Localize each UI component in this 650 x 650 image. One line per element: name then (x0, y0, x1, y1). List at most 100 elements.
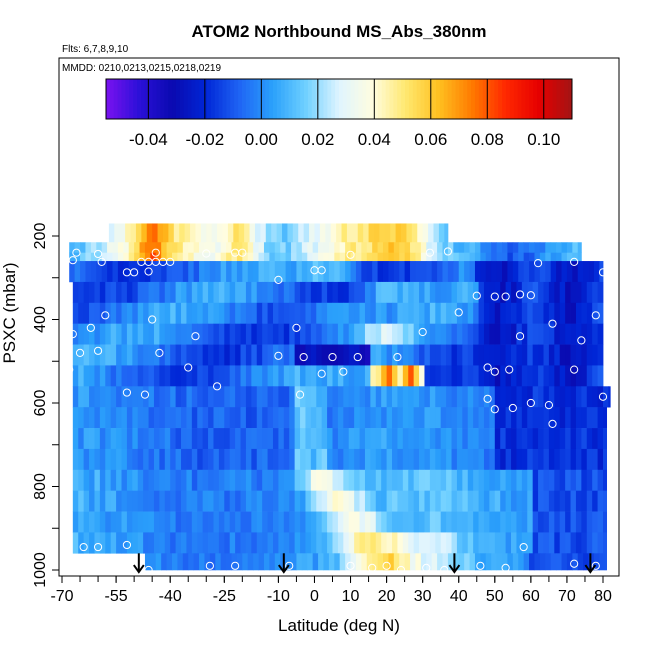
heatmap-cell (116, 365, 122, 387)
heatmap-cell (110, 428, 117, 450)
heatmap-cell (399, 553, 406, 571)
heatmap-cell (159, 511, 166, 533)
heatmap-cell (339, 242, 346, 253)
heatmap-cell (316, 428, 323, 450)
heatmap-cell (375, 490, 382, 512)
heatmap-cell (256, 281, 263, 304)
heatmap-cell (462, 448, 469, 471)
heatmap-cell (337, 407, 344, 429)
heatmap-cell (305, 469, 312, 491)
heatmap-cell (408, 428, 415, 450)
heatmap-cell (116, 344, 122, 366)
heatmap-cell (538, 323, 544, 345)
heatmap-cell (170, 302, 177, 324)
heatmap-cell (359, 302, 366, 324)
heatmap-cell (420, 261, 427, 283)
heatmap-cell (494, 448, 501, 471)
heatmap-cell (534, 242, 541, 253)
heatmap-cell (366, 553, 373, 571)
heatmap-cell (300, 490, 306, 512)
heatmap-cell (392, 302, 398, 324)
heatmap-cell (592, 323, 598, 345)
heatmap-cell (402, 323, 409, 345)
heatmap-cell (139, 252, 146, 262)
heatmap-cell (99, 511, 106, 533)
heatmap-cell (337, 511, 344, 533)
heatmap-cell (467, 302, 474, 324)
heatmap-cell (336, 223, 342, 243)
observation-point (353, 352, 362, 362)
observation-point (68, 330, 77, 339)
heatmap-cell (440, 323, 447, 345)
heatmap-cell (548, 407, 555, 429)
heatmap-cell (442, 261, 449, 283)
heatmap-cell (134, 252, 140, 262)
heatmap-cell (110, 448, 117, 471)
heatmap-cell (384, 223, 391, 243)
heatmap-cell (229, 386, 236, 408)
heatmap-cell (586, 281, 593, 304)
heatmap-cell (272, 448, 279, 471)
heatmap-cell (446, 281, 452, 304)
heatmap-cell (78, 407, 85, 429)
heatmap-cell (294, 365, 301, 387)
heatmap-cell (592, 469, 598, 491)
heatmap-cell (229, 511, 236, 533)
heatmap-cell (386, 281, 393, 304)
heatmap-cell (132, 344, 139, 366)
heatmap-cell (305, 386, 312, 408)
heatmap-cell (359, 407, 366, 429)
colorbar-segment (412, 79, 418, 119)
heatmap-cell (312, 261, 319, 283)
heatmap-cell (364, 532, 371, 554)
heatmap-cell (153, 365, 160, 387)
heatmap-cell (467, 469, 474, 491)
heatmap-cell (397, 302, 404, 324)
heatmap-cell (451, 386, 458, 408)
heatmap-cell (343, 448, 350, 471)
heatmap-cell (236, 242, 243, 253)
heatmap-cell (393, 553, 400, 571)
heatmap-cell (597, 386, 604, 408)
heatmap-cell (343, 323, 350, 345)
heatmap-cell (218, 386, 225, 408)
colorbar-segment (214, 79, 220, 119)
heatmap-cell (502, 242, 508, 253)
heatmap-cell (269, 242, 276, 253)
heatmap-cell (251, 365, 258, 387)
heatmap-cell (575, 281, 582, 304)
heatmap-cell (327, 448, 333, 471)
heatmap-cell (224, 532, 231, 554)
heatmap-cell (126, 302, 133, 324)
heatmap-cell (289, 407, 296, 429)
heatmap-cell (278, 448, 285, 471)
heatmap-cell (105, 281, 112, 304)
heatmap-cell (511, 386, 517, 408)
heatmap-cell (559, 407, 566, 429)
heatmap-cell (321, 344, 328, 366)
heatmap-cell (359, 532, 366, 554)
heatmap-cell (539, 553, 546, 571)
heatmap-cell (80, 242, 86, 253)
heatmap-cell (337, 532, 344, 554)
heatmap-cell (177, 252, 184, 262)
heatmap-cell (512, 242, 519, 253)
heatmap-cell (424, 386, 431, 408)
heatmap-cell (343, 469, 350, 491)
heatmap-cell (316, 407, 323, 429)
heatmap-cell (291, 252, 297, 262)
colorbar-segment (183, 79, 189, 119)
heatmap-cell (280, 252, 287, 262)
heatmap-cell (505, 428, 512, 450)
heatmap-cell (332, 490, 339, 512)
heatmap-cell (550, 242, 557, 253)
observation-point (202, 249, 211, 258)
heatmap-cell (256, 532, 263, 554)
heatmap-cell (408, 281, 415, 304)
colorbar-segment (451, 79, 456, 119)
heatmap-cell (258, 242, 265, 253)
heatmap-cell (372, 553, 378, 571)
heatmap-cell (410, 252, 416, 262)
heatmap-cell (381, 469, 387, 491)
heatmap-cell (72, 532, 79, 554)
